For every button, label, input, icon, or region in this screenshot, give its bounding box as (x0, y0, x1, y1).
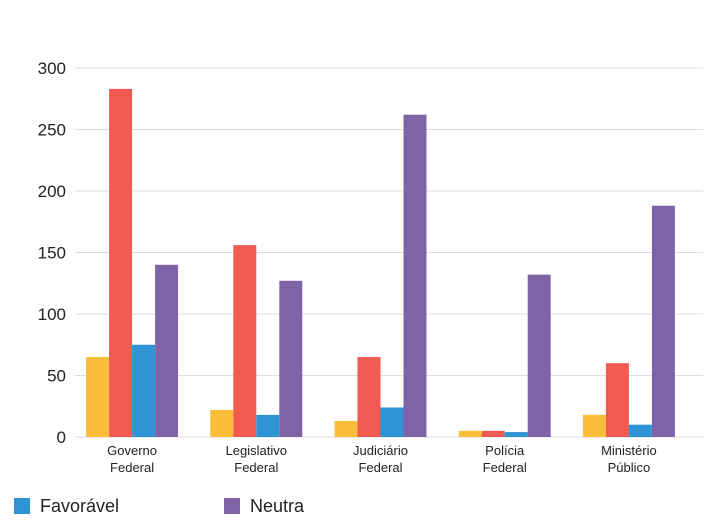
bar (210, 409, 234, 437)
x-tick-label-line: Federal (358, 460, 402, 475)
legend-swatch-favoravel (14, 498, 30, 514)
x-tick-label: Governo Federal (107, 443, 157, 475)
bar (527, 274, 551, 437)
x-tick-label-line: Federal (110, 460, 154, 475)
bar (86, 357, 110, 437)
y-tick-label: 200 (38, 182, 66, 201)
bar (481, 430, 505, 437)
bar (233, 245, 257, 437)
bar (380, 407, 404, 437)
y-tick-label: 300 (38, 59, 66, 78)
bar (651, 205, 675, 437)
bar (605, 363, 629, 437)
bar (132, 344, 156, 437)
bar (403, 114, 427, 438)
gridlines (75, 67, 703, 438)
x-tick-label-line: Ministério (601, 443, 657, 458)
y-tick-label: 250 (38, 121, 66, 140)
legend-item-neutra: Neutra (224, 496, 304, 516)
bar (256, 414, 280, 437)
x-tick-label: Polícia Federal (483, 443, 527, 475)
x-tick-label-line: Federal (483, 460, 527, 475)
bar (357, 357, 381, 437)
x-tick-label-line: Público (608, 460, 651, 475)
x-tick-label-line: Judiciário (353, 443, 408, 458)
y-tick-label: 50 (47, 367, 66, 386)
legend-label-favoravel: Favorável (40, 496, 120, 516)
bar (504, 432, 528, 437)
bars (86, 88, 675, 438)
y-axis-ticks: 0 50 100 150 200 250 300 (38, 59, 66, 447)
bar (109, 88, 133, 437)
y-tick-label: 100 (38, 305, 66, 324)
x-tick-label-line: Governo (107, 443, 157, 458)
x-tick-label: Ministério Público (601, 443, 657, 475)
x-tick-label: Legislativo Federal (226, 443, 287, 475)
x-tick-label: Judiciário Federal (353, 443, 408, 475)
x-tick-label-line: Legislativo (226, 443, 287, 458)
legend-label-neutra: Neutra (250, 496, 305, 516)
bar (458, 430, 482, 437)
bar (334, 421, 358, 437)
x-tick-label-line: Federal (234, 460, 278, 475)
x-tick-label-line: Polícia (485, 443, 525, 458)
legend-item-favoravel: Favorável (14, 496, 119, 516)
bar (628, 424, 652, 437)
bar (582, 414, 606, 437)
legend: Favorável Neutra (0, 496, 713, 520)
bar (279, 280, 303, 437)
legend-swatch-neutra (224, 498, 240, 514)
y-tick-label: 0 (57, 428, 66, 447)
bar (155, 264, 179, 437)
y-tick-label: 150 (38, 244, 66, 263)
